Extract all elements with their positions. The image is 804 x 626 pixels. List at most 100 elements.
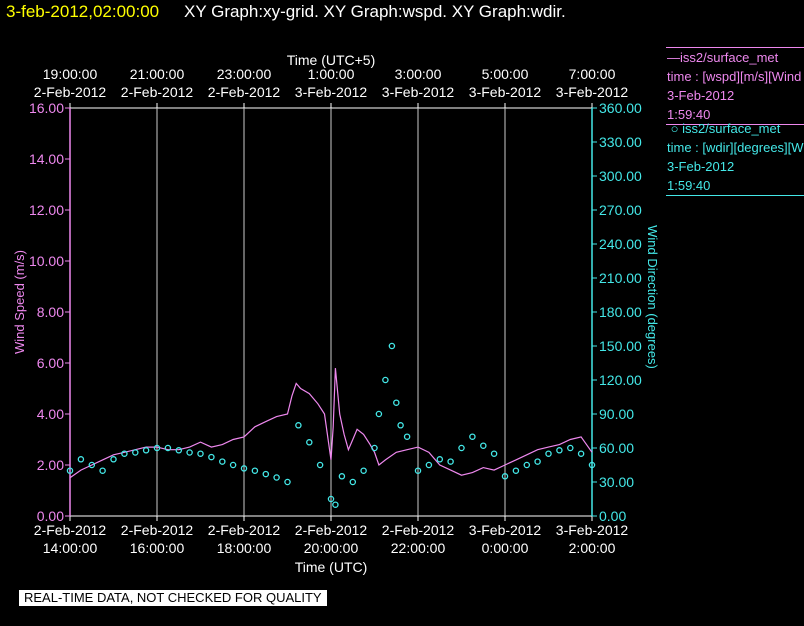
wind-direction-point	[110, 456, 117, 463]
wind-direction-point	[153, 444, 161, 452]
wind-direction-point	[480, 442, 487, 449]
top-tick-time: 23:00:00	[217, 66, 272, 82]
legend-wind-speed: —iss2/surface_met time : [wspd][m/s][Win…	[666, 47, 804, 125]
top-tick-date: 2-Feb-2012	[34, 84, 107, 100]
wind-direction-point	[567, 444, 574, 452]
wind-direction-point	[327, 495, 335, 503]
left-y-tick-label: 2.00	[37, 457, 64, 473]
legend-wdir-variable: time : [wdir][degrees][W	[667, 140, 804, 155]
wind-direction-point	[99, 467, 106, 474]
legend-wdir-time: 1:59:40	[667, 178, 711, 193]
wind-direction-point	[556, 447, 563, 454]
wind-direction-point	[349, 478, 357, 486]
x-tick-time: 22:00:00	[391, 540, 446, 556]
right-y-tick-label: 0.00	[599, 508, 626, 524]
top-tick-date: 2-Feb-2012	[121, 84, 194, 100]
date-time-title: 3-feb-2012,02:00:00	[6, 2, 160, 21]
wind-direction-point	[332, 501, 339, 508]
wind-direction-point	[229, 461, 237, 469]
wind-direction-point	[375, 410, 383, 418]
wind-direction-point	[512, 467, 520, 474]
wind-direction-point	[501, 473, 509, 480]
x-tick-date: 3-Feb-2012	[469, 522, 542, 538]
top-tick-time: 5:00:00	[482, 66, 529, 82]
right-y-tick-label: 150.00	[599, 338, 642, 354]
left-y-tick-label: 12.00	[29, 202, 64, 218]
wind-direction-point	[382, 376, 389, 384]
wind-direction-point	[388, 342, 396, 350]
x-tick-time: 0:00:00	[482, 540, 529, 556]
top-tick-time: 7:00:00	[569, 66, 616, 82]
wind-direction-point	[251, 467, 259, 474]
wind-direction-point	[186, 449, 193, 456]
wind-direction-point	[219, 458, 226, 465]
wind-direction-point	[371, 444, 378, 452]
legend-circle-swatch: ○	[667, 121, 683, 136]
legend-wind-direction: ○ iss2/surface_met time : [wdir][degrees…	[666, 119, 804, 196]
wind-direction-point	[88, 461, 96, 469]
x-tick-date: 2-Feb-2012	[382, 522, 455, 538]
wind-direction-point	[262, 470, 270, 478]
top-tick-time: 19:00:00	[43, 66, 98, 82]
wind-direction-point	[142, 447, 150, 454]
wind-direction-point	[284, 478, 291, 486]
wind-direction-point	[208, 453, 215, 461]
wind-direction-point	[295, 422, 302, 429]
right-y-tick-label: 270.00	[599, 202, 642, 218]
top-tick-time: 1:00:00	[308, 66, 355, 82]
legend-wspd-time: 1:59:40	[667, 107, 711, 122]
right-y-tick-label: 90.00	[599, 406, 634, 422]
wind-direction-point	[490, 450, 498, 457]
top-tick-date: 3-Feb-2012	[382, 84, 455, 100]
left-y-tick-label: 10.00	[29, 253, 64, 269]
right-y-tick-label: 180.00	[599, 304, 642, 320]
right-y-tick-label: 360.00	[599, 100, 642, 116]
x-tick-time: 20:00:00	[304, 540, 359, 556]
left-y-tick-label: 6.00	[37, 355, 64, 371]
right-y-tick-label: 60.00	[599, 440, 634, 456]
wind-direction-point	[175, 447, 183, 454]
wind-direction-point	[164, 444, 172, 452]
wind-direction-point	[534, 458, 541, 465]
wind-direction-point	[77, 456, 85, 463]
wind-direction-point	[447, 458, 454, 465]
legend-wdir-name: iss2/surface_met	[682, 121, 781, 136]
right-y-tick-label: 210.00	[599, 270, 642, 286]
left-y-tick-label: 14.00	[29, 151, 64, 167]
left-y-tick-label: 16.00	[29, 100, 64, 116]
right-y-tick-label: 300.00	[599, 168, 642, 184]
wind-direction-point	[66, 467, 74, 474]
wind-direction-point	[121, 450, 128, 457]
wind-direction-point	[197, 450, 204, 457]
wind-direction-point	[316, 461, 324, 469]
x-axis-title: Time (UTC)	[295, 559, 368, 575]
left-y-tick-label: 4.00	[37, 406, 64, 422]
x-tick-date: 2-Feb-2012	[121, 522, 194, 538]
top-tick-time: 3:00:00	[395, 66, 442, 82]
wind-direction-point	[403, 433, 411, 440]
x-tick-date: 2-Feb-2012	[295, 522, 368, 538]
wind-direction-point	[132, 449, 139, 456]
wind-direction-point	[397, 422, 404, 429]
legend-wspd-name: iss2/surface_met	[680, 50, 779, 65]
wind-direction-point	[240, 465, 248, 472]
top-tick-time: 21:00:00	[130, 66, 185, 82]
wind-direction-point	[273, 474, 280, 481]
wind-direction-point	[469, 433, 476, 440]
left-y-tick-label: 0.00	[37, 508, 64, 524]
graph-list-title: XY Graph:xy-grid. XY Graph:wspd. XY Grap…	[184, 2, 566, 21]
wind-direction-point	[338, 473, 346, 480]
wind-direction-point	[588, 461, 596, 469]
left-y-axis-title: Wind Speed (m/s)	[12, 250, 27, 354]
wind-direction-point	[523, 461, 531, 469]
top-tick-date: 3-Feb-2012	[295, 84, 368, 100]
wind-direction-point	[425, 461, 433, 469]
wind-speed-line	[69, 368, 593, 479]
wind-direction-point	[436, 456, 444, 463]
x-tick-time: 14:00:00	[43, 540, 98, 556]
quality-warning-note: REAL-TIME DATA, NOT CHECKED FOR QUALITY	[19, 590, 327, 606]
right-y-tick-label: 330.00	[599, 134, 642, 150]
top-tick-date: 3-Feb-2012	[469, 84, 542, 100]
top-tick-date: 3-Feb-2012	[556, 84, 629, 100]
